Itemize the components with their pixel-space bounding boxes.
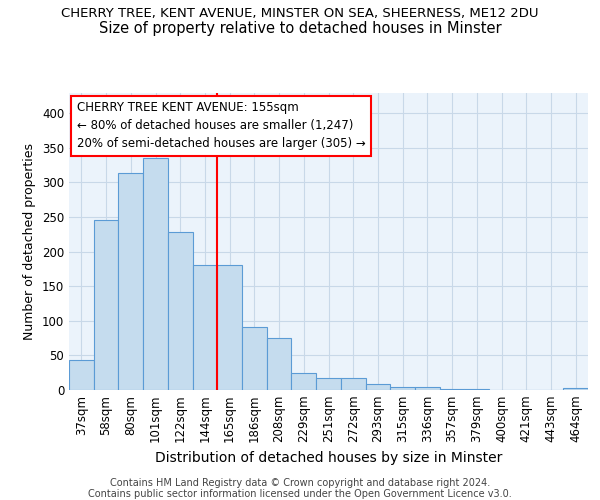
Text: Contains public sector information licensed under the Open Government Licence v3: Contains public sector information licen… [88,489,512,499]
Bar [316,378,341,390]
Bar [69,360,94,390]
Bar [563,388,588,390]
Bar [242,327,267,390]
Text: CHERRY TREE, KENT AVENUE, MINSTER ON SEA, SHEERNESS, ME12 2DU: CHERRY TREE, KENT AVENUE, MINSTER ON SEA… [61,8,539,20]
Bar [390,386,415,390]
Bar [118,174,143,390]
Text: Size of property relative to detached houses in Minster: Size of property relative to detached ho… [98,21,502,36]
Bar [168,232,193,390]
X-axis label: Distribution of detached houses by size in Minster: Distribution of detached houses by size … [155,451,502,465]
Bar [143,158,168,390]
Bar [267,338,292,390]
Bar [193,266,217,390]
Text: Contains HM Land Registry data © Crown copyright and database right 2024.: Contains HM Land Registry data © Crown c… [110,478,490,488]
Bar [292,372,316,390]
Bar [217,266,242,390]
Y-axis label: Number of detached properties: Number of detached properties [23,143,37,340]
Bar [415,386,440,390]
Bar [365,384,390,390]
Bar [94,220,118,390]
Bar [341,378,365,390]
Text: CHERRY TREE KENT AVENUE: 155sqm
← 80% of detached houses are smaller (1,247)
20%: CHERRY TREE KENT AVENUE: 155sqm ← 80% of… [77,102,365,150]
Bar [464,388,489,390]
Bar [440,388,464,390]
